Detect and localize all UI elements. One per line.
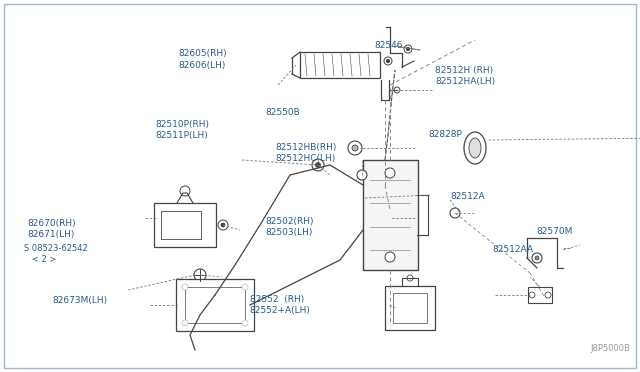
Circle shape — [394, 87, 400, 93]
Circle shape — [385, 252, 395, 262]
Circle shape — [194, 269, 206, 281]
Circle shape — [532, 253, 542, 263]
Circle shape — [387, 60, 390, 62]
Text: 82570M: 82570M — [536, 227, 573, 236]
Circle shape — [242, 284, 248, 290]
Circle shape — [182, 320, 188, 326]
Circle shape — [545, 292, 551, 298]
Text: 82512HB(RH)
82512HC(LH): 82512HB(RH) 82512HC(LH) — [275, 143, 337, 163]
Text: 82552  (RH)
82552+A(LH): 82552 (RH) 82552+A(LH) — [250, 295, 310, 315]
Circle shape — [348, 141, 362, 155]
Circle shape — [407, 275, 413, 281]
Circle shape — [180, 186, 190, 196]
Circle shape — [352, 145, 358, 151]
Bar — [154, 203, 216, 247]
Circle shape — [385, 168, 395, 178]
Text: 82546: 82546 — [374, 41, 403, 50]
Circle shape — [211, 291, 219, 299]
Circle shape — [246, 301, 254, 309]
Bar — [393, 293, 427, 323]
Text: 82670(RH)
82671(LH): 82670(RH) 82671(LH) — [27, 219, 76, 239]
Circle shape — [535, 256, 539, 260]
Circle shape — [450, 208, 460, 218]
Text: J8P5000B: J8P5000B — [590, 344, 630, 353]
Circle shape — [182, 284, 188, 290]
Text: 82510P(RH)
82511P(LH): 82510P(RH) 82511P(LH) — [155, 120, 209, 140]
Circle shape — [316, 163, 321, 167]
Text: 82512A: 82512A — [450, 192, 484, 201]
Bar — [161, 211, 201, 239]
Circle shape — [312, 159, 324, 171]
Ellipse shape — [464, 132, 486, 164]
Text: 82673M(LH): 82673M(LH) — [52, 296, 108, 305]
Text: S 08523-62542
   < 2 >: S 08523-62542 < 2 > — [24, 244, 88, 264]
Text: 82512H (RH)
82512HA(LH): 82512H (RH) 82512HA(LH) — [435, 66, 495, 86]
Bar — [300, 52, 380, 78]
Bar — [385, 286, 435, 330]
Bar — [176, 279, 254, 331]
Circle shape — [529, 292, 535, 298]
Circle shape — [218, 220, 228, 230]
Circle shape — [384, 57, 392, 65]
Circle shape — [404, 45, 412, 53]
Text: 82512AA: 82512AA — [493, 246, 534, 254]
Bar — [362, 160, 417, 270]
Bar — [185, 287, 245, 323]
Text: 82605(RH)
82606(LH): 82605(RH) 82606(LH) — [178, 49, 227, 70]
Text: 82502(RH)
82503(LH): 82502(RH) 82503(LH) — [266, 217, 314, 237]
Circle shape — [357, 170, 367, 180]
Bar — [528, 287, 552, 303]
Circle shape — [406, 48, 410, 51]
Text: 82550B: 82550B — [266, 108, 300, 117]
Text: 82828P: 82828P — [429, 130, 463, 139]
Ellipse shape — [469, 138, 481, 158]
Circle shape — [242, 320, 248, 326]
Circle shape — [221, 223, 225, 227]
